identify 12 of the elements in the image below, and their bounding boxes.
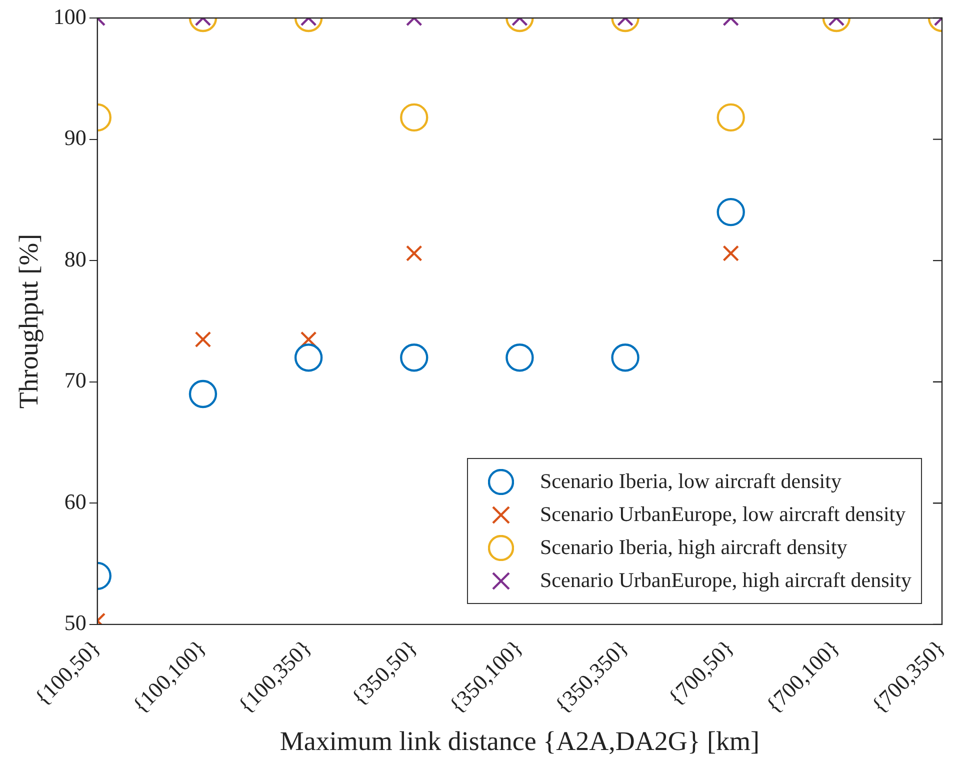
legend-label: Scenario Iberia, high aircraft density	[540, 535, 848, 560]
y-tick-label: 80	[64, 246, 86, 272]
y-tick-label: 100	[53, 4, 86, 29]
y-tick-label: 90	[64, 125, 86, 150]
y-tick-label: 50	[64, 610, 86, 636]
legend-label: Scenario UrbanEurope, high aircraft density	[540, 568, 912, 594]
y-axis-title: Throughput [%]	[13, 234, 44, 409]
y-tick-label: 70	[64, 368, 86, 393]
legend-label: Scenario UrbanEurope, low aircraft density	[540, 502, 906, 528]
x-axis-title: Maximum link distance {A2A,DA2G} [km]	[280, 726, 760, 756]
y-tick-label: 60	[64, 488, 86, 514]
legend-label: Scenario Iberia, low aircraft density	[540, 469, 842, 494]
